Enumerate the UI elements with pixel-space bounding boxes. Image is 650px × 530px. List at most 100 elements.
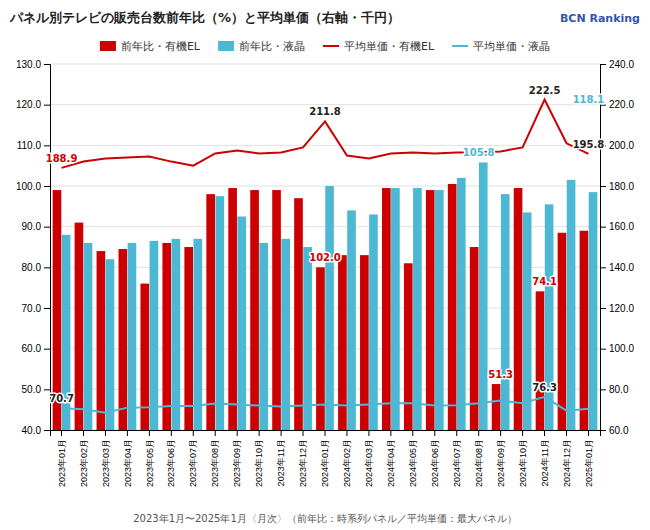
bar [545,204,554,430]
legend-swatch [452,45,468,47]
tick: 2024年02月 [342,430,352,487]
bar [294,198,303,430]
tick-label: 2023年06月 [166,439,176,487]
tick-mark [456,430,457,436]
bar-series [62,162,598,430]
tick-label: 2024年06月 [430,439,440,487]
tick-mark [600,430,606,431]
bar [448,184,457,430]
tick-mark [412,430,413,436]
bar [338,255,347,430]
tick-mark [600,349,606,350]
tick-label: 50.0 [22,384,42,395]
tick-label: 60.0 [609,425,629,436]
tick: 60.0 [22,343,50,354]
tick-label: 110.0 [17,140,42,151]
tick-label: 2023年10月 [254,439,264,487]
tick: 2023年11月 [276,430,286,486]
tick: 60.0 [600,425,629,436]
bar [215,196,224,430]
legend-swatch [218,41,234,51]
tick-label: 2024年05月 [408,439,418,487]
tick: 80.0 [600,384,629,395]
tick-mark [346,430,347,436]
tick: 80.0 [22,262,50,273]
tick-mark [193,430,194,436]
annotation: 74.1 [532,276,557,287]
y2-axis: 60.080.0100.0120.0140.0160.0180.0200.022… [600,59,634,436]
tick-label: 2024年08月 [474,439,484,487]
bar [162,243,171,430]
bar [206,194,215,430]
annotation: BCN Ranking [560,12,640,25]
plot-area [53,100,598,430]
title: パネル別テレビの販売台数前年比（%）と平均単価（右軸・千円） [9,10,400,25]
tick-mark [44,349,50,350]
tick-label: 2023年11月 [276,439,286,486]
tick: 2023年01月 [57,430,67,487]
tick-mark [83,430,84,436]
chart: 2023年01月2023年02月2023年03月2023年04月2023年05月… [0,0,650,530]
tick-mark [44,186,50,187]
tick-label: 2024年02月 [342,439,352,487]
annotations: 188.9211.8222.5118.1195.8102.0105.851.37… [46,12,640,404]
line [62,100,589,168]
tick-mark [44,267,50,268]
tick-mark [368,430,369,436]
tick-mark [600,227,606,228]
bar [589,192,598,430]
tick: 240.0 [600,59,634,70]
bar [119,249,128,430]
grid-line [50,104,600,105]
tick-mark [303,430,304,436]
tick-label: 2024年04月 [386,439,396,487]
bar [325,186,334,430]
tick-label: 2023年04月 [123,439,133,487]
legend-label: 前年比・有機EL [121,40,201,53]
tick: 70.0 [22,303,50,314]
tick-label: 2024年12月 [562,439,572,487]
tick-label: 140.0 [609,262,634,273]
tick: 50.0 [22,384,50,395]
tick: 2023年10月 [254,430,264,487]
grid-line [50,186,600,187]
tick-label: 100.0 [16,181,41,192]
tick-mark [600,389,606,390]
tick-mark [237,430,238,436]
bar [567,180,576,430]
tick: 160.0 [600,221,634,232]
tick-mark [171,430,172,436]
tick-label: 2024年10月 [518,439,528,487]
tick-label: 100.0 [609,343,634,354]
bar [369,214,378,430]
tick-label: 2024年09月 [496,439,506,487]
tick-label: 2023年09月 [232,439,242,487]
annotation: 195.8 [573,139,605,150]
bar [172,239,181,430]
tick: 200.0 [600,140,634,151]
tick-mark [600,105,606,106]
bar [75,223,84,430]
annotation: 211.8 [309,106,341,117]
tick: 90.0 [22,221,50,232]
bar [84,243,93,430]
y-axis: 40.050.060.070.080.090.0100.0110.0120.01… [16,59,51,436]
axis-line [51,431,601,437]
tick-mark [215,430,216,436]
tick-label: 2023年07月 [188,439,198,487]
tick: 130.0 [16,59,50,70]
tick-mark [44,145,50,146]
tick: 2023年05月 [145,430,155,487]
tick-label: 220.0 [609,99,634,110]
tick-label: 40.0 [22,425,42,436]
tick: 120.0 [600,303,634,314]
legend-label: 平均単価・液晶 [473,40,550,53]
tick: 2023年12月 [298,430,308,487]
tick-mark [600,64,606,65]
tick: 2025年01月 [584,430,594,487]
tick-label: 2024年01月 [320,439,330,487]
tick: 2024年11月 [540,430,550,486]
annotation: 118.1 [573,94,605,105]
bar [250,190,259,430]
tick-mark [434,430,435,436]
